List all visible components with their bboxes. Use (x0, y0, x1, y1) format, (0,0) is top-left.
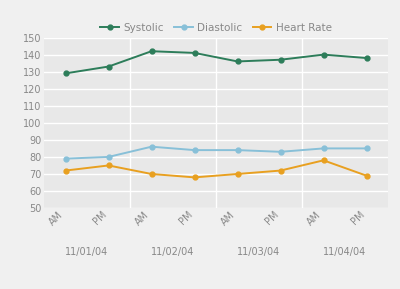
Heart Rate (106, 164, 111, 167)
Text: 11/03/04: 11/03/04 (237, 247, 281, 257)
Heart Rate (149, 172, 154, 176)
Diastolic (321, 147, 326, 150)
Line: Diastolic: Diastolic (63, 144, 369, 161)
Systolic (63, 72, 68, 75)
Text: 11/02/04: 11/02/04 (151, 247, 195, 257)
Systolic (364, 56, 369, 60)
Heart Rate (321, 159, 326, 162)
Heart Rate (192, 176, 197, 179)
Text: 11/04/04: 11/04/04 (323, 247, 367, 257)
Diastolic (106, 155, 111, 159)
Diastolic (278, 150, 283, 153)
Diastolic (364, 147, 369, 150)
Systolic (235, 60, 240, 63)
Diastolic (63, 157, 68, 160)
Line: Systolic: Systolic (63, 49, 369, 76)
Systolic (192, 51, 197, 55)
Heart Rate (364, 174, 369, 177)
Legend: Systolic, Diastolic, Heart Rate: Systolic, Diastolic, Heart Rate (96, 19, 336, 37)
Systolic (278, 58, 283, 62)
Text: 11/01/04: 11/01/04 (65, 247, 109, 257)
Diastolic (192, 148, 197, 152)
Diastolic (149, 145, 154, 149)
Heart Rate (63, 169, 68, 172)
Heart Rate (235, 172, 240, 176)
Systolic (321, 53, 326, 56)
Systolic (149, 49, 154, 53)
Line: Heart Rate: Heart Rate (63, 158, 369, 180)
Heart Rate (278, 169, 283, 172)
Diastolic (235, 148, 240, 152)
Systolic (106, 65, 111, 68)
